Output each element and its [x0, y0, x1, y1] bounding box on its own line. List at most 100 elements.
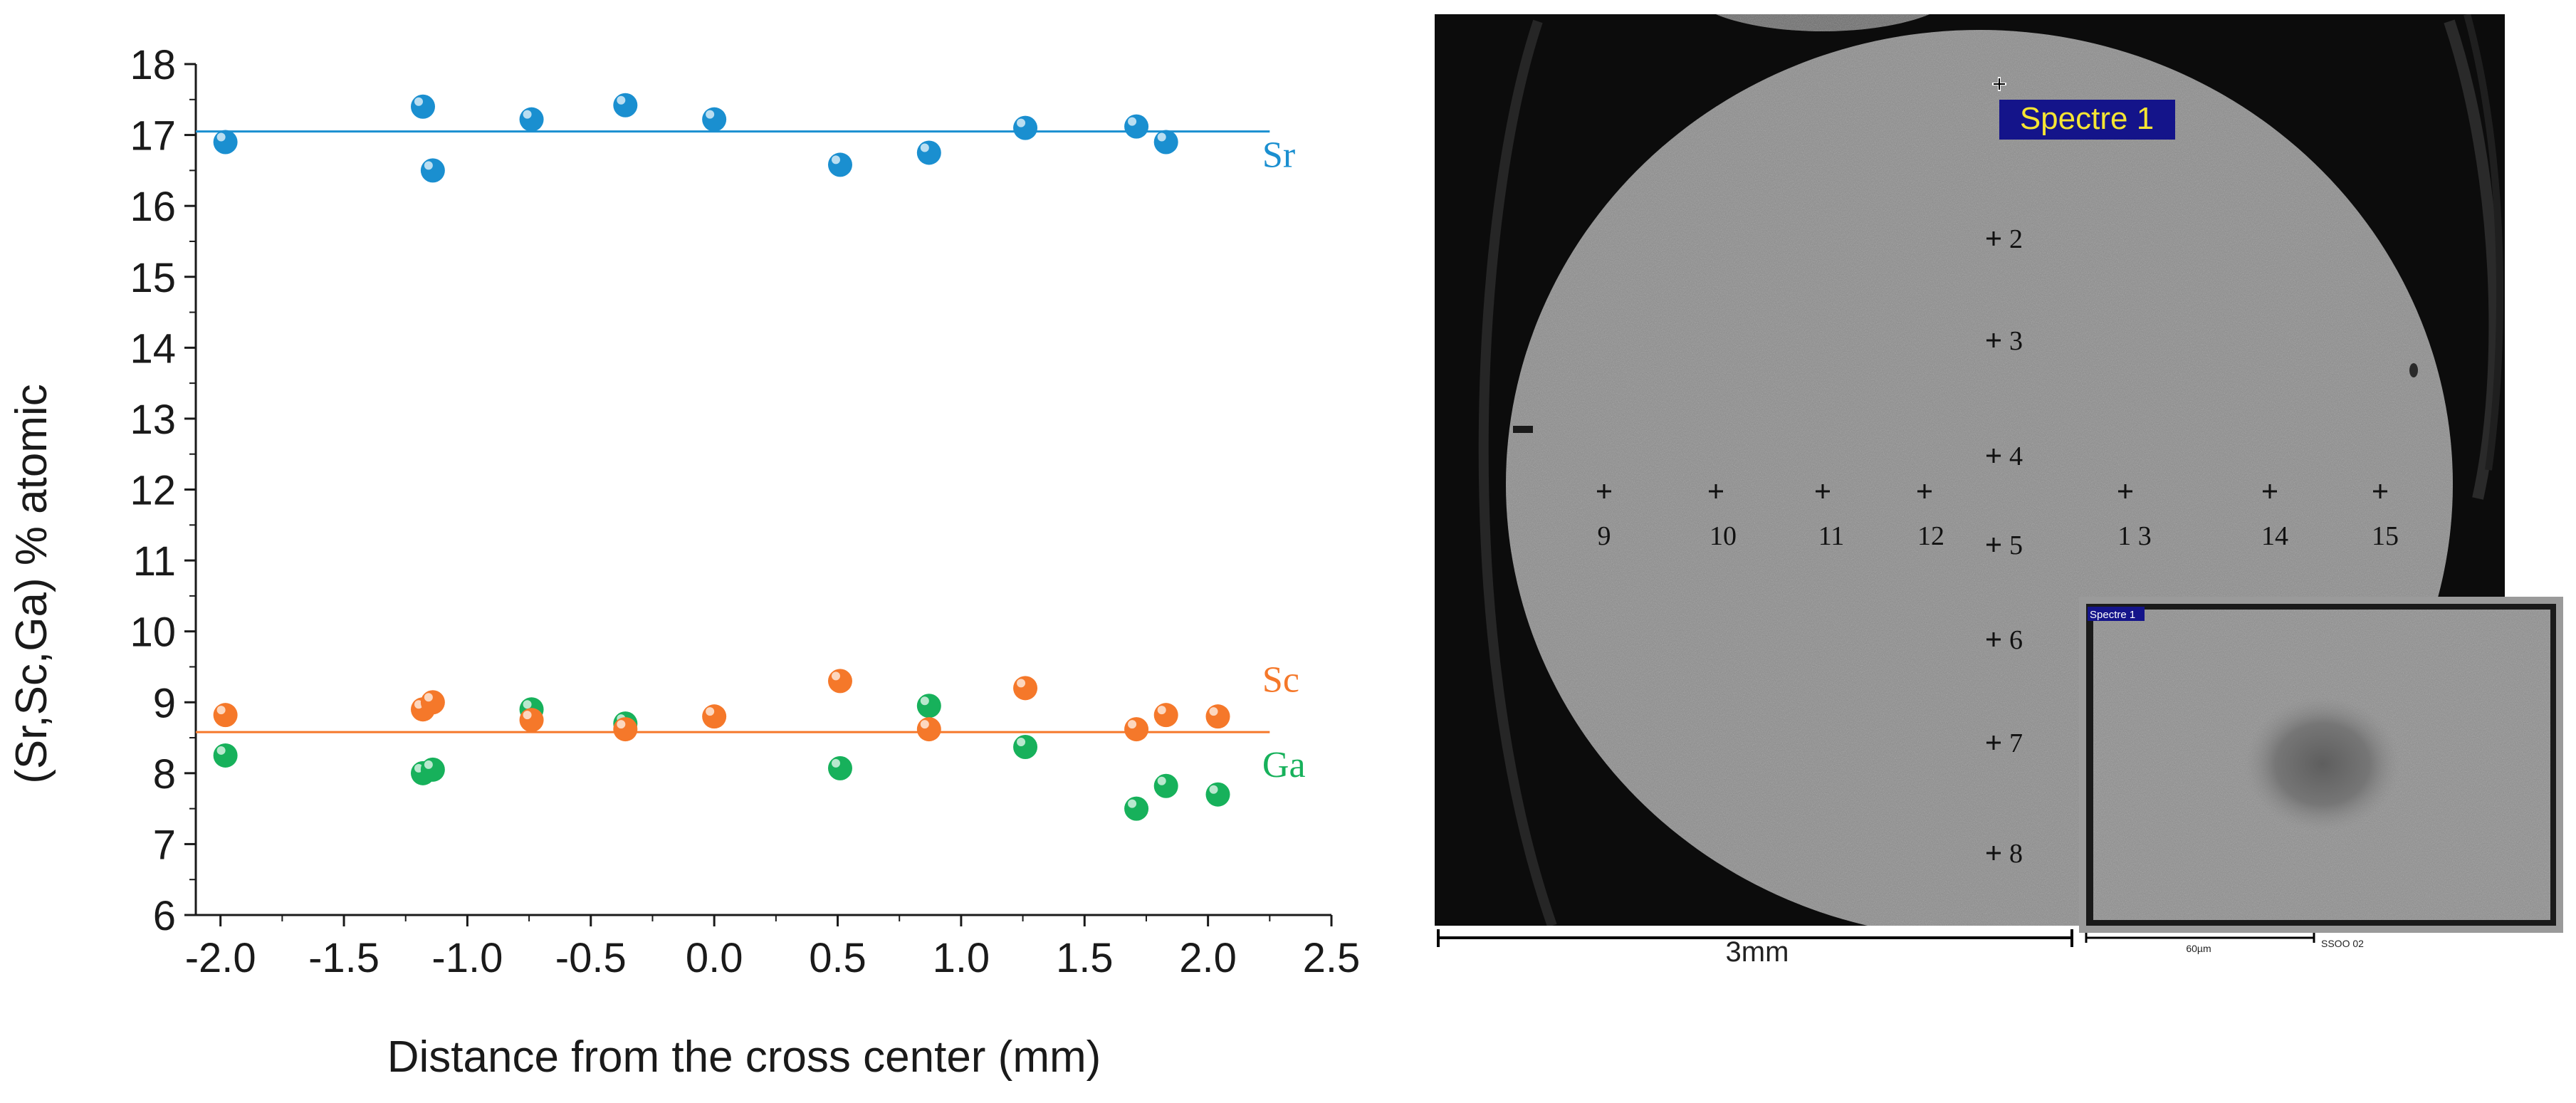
- marker-label: 1 3: [2117, 521, 2152, 551]
- point-sr: [420, 158, 445, 183]
- point-ga: [1153, 773, 1178, 798]
- y-tick-label: 13: [130, 397, 176, 443]
- marker-label: 5: [2009, 530, 2023, 560]
- point-sc: [1205, 704, 1230, 729]
- marker-cross: [1917, 484, 1932, 498]
- data-points: [213, 93, 1230, 821]
- inset-spectrum-box: [2088, 607, 2145, 621]
- marker-label: 8: [2009, 839, 2023, 869]
- x-tick-label: 2.5: [1303, 935, 1361, 981]
- point-sr: [827, 152, 852, 177]
- mean-lines: [196, 130, 1270, 733]
- edge-notch-left: [1513, 426, 1533, 433]
- point-ga: [213, 743, 238, 768]
- x-tick-label: 0.0: [686, 935, 743, 981]
- marker-label: 14: [2261, 521, 2288, 551]
- scale-bar-label: 3mm: [1726, 936, 1789, 968]
- marker-cross: [1986, 736, 2001, 750]
- x-tick-label: 1.5: [1056, 935, 1114, 981]
- point-sr: [613, 93, 638, 117]
- point-sc: [519, 708, 544, 733]
- marker-label: 12: [1917, 521, 1944, 551]
- y-tick-label: 15: [130, 255, 176, 301]
- y-tick-label: 7: [153, 822, 176, 868]
- point-sc: [420, 690, 445, 715]
- x-tick-label: -1.5: [308, 935, 379, 981]
- y-tick-label: 11: [133, 538, 176, 585]
- inset-dark-spot: [2244, 696, 2401, 832]
- y-tick-label: 10: [130, 610, 176, 656]
- x-tick-label: -1.0: [431, 935, 503, 981]
- y-tick-label: 12: [130, 468, 176, 514]
- series-labels: Sr Sc Ga: [1262, 135, 1306, 785]
- chart-axes: 6 7 8 9 10 11 12 13 14 15 16 17 18 -2.0 -1.5 -1.0 -0.5 0.…: [130, 42, 1360, 981]
- series-label-sr: Sr: [1262, 135, 1295, 175]
- spectrum-1-marker: Spectre 1: [1992, 77, 2175, 140]
- y-axis-label: (Sr,Sc,Ga) % atomic: [7, 384, 56, 784]
- inset-scale-label: 60µm: [2186, 943, 2211, 954]
- marker-cross: [2263, 484, 2277, 498]
- point-sr: [519, 107, 544, 132]
- spectrum-label: Spectre 1: [2020, 101, 2154, 136]
- point-ga: [916, 694, 941, 718]
- y-tick-label: 6: [153, 893, 176, 939]
- marker-label: 10: [1710, 521, 1737, 551]
- marker-label: 2: [2009, 224, 2023, 254]
- marker-cross: [1597, 484, 1611, 498]
- point-sc: [1153, 703, 1178, 728]
- right-edge-arc-2: [2464, 14, 2504, 471]
- point-ga: [1205, 782, 1230, 807]
- point-sr: [1013, 115, 1038, 140]
- marker-cross: [1986, 231, 2001, 246]
- marker-cross: [1986, 449, 2001, 463]
- marker-cross: [1709, 484, 1723, 498]
- marker-cross: [1986, 538, 2001, 552]
- y-tick-label: 14: [130, 325, 176, 372]
- marker-cross: [1986, 333, 2001, 347]
- marker-cross: [1986, 632, 2001, 647]
- point-sc: [1013, 676, 1038, 701]
- marker-cross: [1986, 846, 2001, 860]
- point-sr: [702, 107, 727, 132]
- inset-footer-text: SSOO 02: [2321, 938, 2364, 949]
- adjacent-sample-edge: [1715, 14, 1930, 31]
- point-sc: [916, 717, 941, 742]
- y-tick-label: 17: [130, 113, 176, 160]
- point-sr: [213, 130, 238, 155]
- marker-cross: [1816, 484, 1830, 498]
- x-tick-label: 0.5: [809, 935, 866, 981]
- marker-label: 15: [2372, 521, 2399, 551]
- y-tick-label: 8: [153, 751, 176, 798]
- marker-cross: [2373, 484, 2387, 498]
- analysis-markers: 2 3 4 5 6 7 8 9 10 11 12 1 3 14 15: [1597, 224, 2399, 869]
- point-ga: [1013, 734, 1038, 759]
- marker-label: 3: [2009, 326, 2023, 356]
- point-sc: [613, 717, 638, 742]
- series-label-ga: Ga: [1262, 745, 1306, 785]
- point-sc: [1124, 717, 1149, 742]
- point-ga: [827, 756, 852, 780]
- marker-label: 9: [1598, 521, 1611, 551]
- marker-label: 7: [2009, 728, 2023, 758]
- point-sc: [702, 704, 727, 729]
- marker-label: 11: [1818, 521, 1845, 551]
- marker-label: 6: [2009, 625, 2023, 655]
- point-ga: [1124, 796, 1149, 821]
- inset-micrograph: Spectre 1 60µm SSOO 02: [2079, 597, 2563, 954]
- point-sr: [1153, 130, 1178, 155]
- point-ga: [420, 757, 445, 782]
- x-tick-label: 1.0: [933, 935, 990, 981]
- point-sr: [1124, 114, 1149, 139]
- x-tick-label: -0.5: [555, 935, 627, 981]
- x-axis-label: Distance from the cross center (mm): [387, 1033, 1101, 1082]
- point-sc: [213, 703, 238, 728]
- right-edge-arc: [2444, 19, 2501, 500]
- left-edge-arc: [1478, 19, 1557, 926]
- x-tick-label: -2.0: [185, 935, 256, 981]
- y-tick-label: 16: [130, 184, 176, 230]
- point-sr: [916, 140, 941, 165]
- edge-notch-right: [2409, 363, 2418, 377]
- series-label-sc: Sc: [1262, 659, 1299, 700]
